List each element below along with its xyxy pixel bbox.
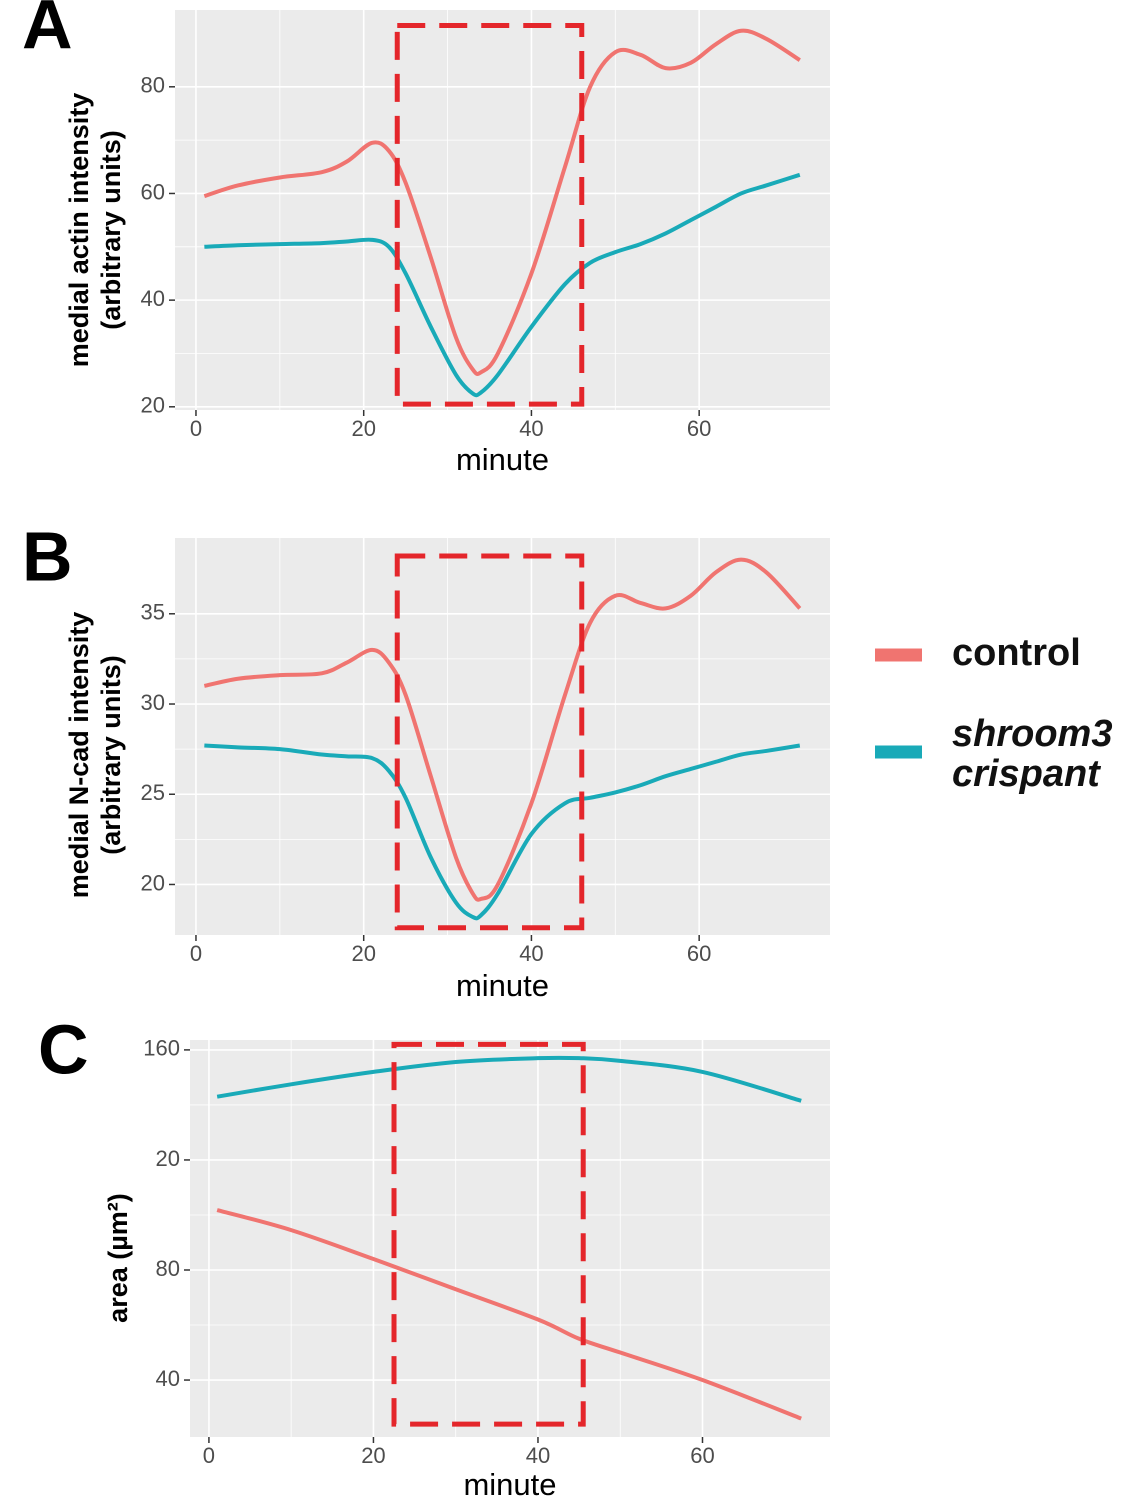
series-line (216, 1055, 802, 1103)
x-axis-title: minute (463, 1467, 556, 1500)
x-tick-label: 20 (361, 1443, 385, 1468)
highlight-box (394, 22, 585, 407)
y-tick-label: 20 (141, 870, 165, 895)
y-axis-title: area (µm²) (103, 1193, 133, 1323)
y-tick-label: 25 (141, 780, 165, 805)
x-tick-label: 40 (526, 1443, 550, 1468)
panel-label: A (22, 0, 73, 63)
x-tick-label: 0 (203, 1443, 215, 1468)
plot-background (190, 1040, 830, 1437)
y-tick-label: 160 (143, 1036, 180, 1061)
highlight-box (391, 1041, 586, 1427)
y-tick-label: 40 (141, 286, 165, 311)
plot-background (175, 538, 830, 935)
plot-background (175, 10, 830, 410)
legend-label: control (952, 632, 1081, 674)
y-axis-title: medial actin intensity (arbitrary units) (64, 92, 126, 368)
series-line (203, 557, 802, 902)
y-tick-label: 40 (156, 1366, 180, 1391)
legend-label: shroom3 crispant (952, 713, 1113, 795)
series-line (204, 172, 801, 398)
x-axis-title: minute (456, 442, 549, 477)
x-tick-label: 20 (351, 941, 375, 966)
y-tick-label: 30 (141, 690, 165, 715)
x-tick-label: 0 (190, 416, 202, 441)
series-line (203, 28, 801, 376)
x-tick-label: 20 (351, 416, 375, 441)
panel-label: C (38, 1010, 89, 1088)
x-tick-label: 40 (519, 941, 543, 966)
panel-label: B (22, 517, 73, 595)
series-line (216, 1208, 802, 1421)
x-tick-label: 40 (519, 416, 543, 441)
y-axis-title: medial N-cad intensity (arbitrary units) (64, 611, 126, 899)
x-tick-label: 60 (687, 941, 711, 966)
highlight-box (394, 553, 585, 931)
y-tick-label: 80 (141, 73, 165, 98)
x-tick-label: 60 (687, 416, 711, 441)
y-tick-label: 20 (141, 393, 165, 418)
series-line (204, 743, 801, 921)
y-tick-label: 60 (141, 179, 165, 204)
x-tick-label: 60 (690, 1443, 714, 1468)
y-tick-label: 80 (156, 1256, 180, 1281)
y-tick-label: 35 (141, 600, 165, 625)
x-axis-title: minute (456, 968, 549, 1003)
x-tick-label: 0 (190, 941, 202, 966)
y-tick-label: 20 (156, 1146, 180, 1171)
